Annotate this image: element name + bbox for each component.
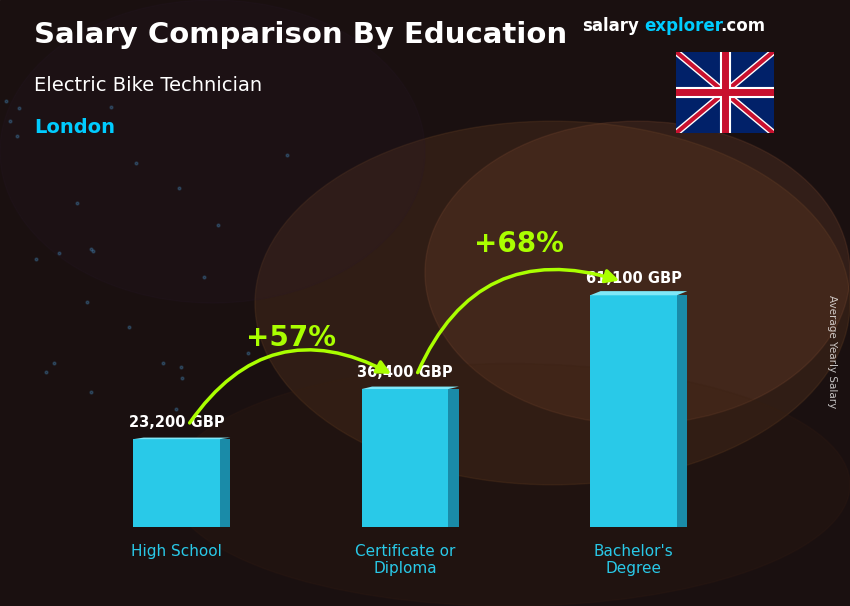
Text: Electric Bike Technician: Electric Bike Technician <box>34 76 262 95</box>
Text: 61,100 GBP: 61,100 GBP <box>586 271 682 286</box>
Text: 23,200 GBP: 23,200 GBP <box>129 415 224 430</box>
Text: +57%: +57% <box>246 324 336 352</box>
Text: explorer: explorer <box>644 17 723 35</box>
Polygon shape <box>361 387 459 389</box>
Bar <box>590 295 677 527</box>
Polygon shape <box>220 439 230 527</box>
Text: London: London <box>34 118 115 137</box>
Polygon shape <box>449 389 459 527</box>
Polygon shape <box>133 438 230 439</box>
Ellipse shape <box>425 121 850 424</box>
Bar <box>361 389 449 527</box>
Ellipse shape <box>170 364 850 606</box>
Text: Average Yearly Salary: Average Yearly Salary <box>827 295 837 408</box>
Bar <box>133 439 220 527</box>
Ellipse shape <box>0 0 425 303</box>
Text: .com: .com <box>720 17 765 35</box>
Text: salary: salary <box>582 17 639 35</box>
Polygon shape <box>590 291 688 295</box>
Polygon shape <box>677 295 688 527</box>
Text: Salary Comparison By Education: Salary Comparison By Education <box>34 21 567 49</box>
Text: 36,400 GBP: 36,400 GBP <box>357 365 453 380</box>
Text: +68%: +68% <box>474 230 564 258</box>
Ellipse shape <box>255 121 850 485</box>
